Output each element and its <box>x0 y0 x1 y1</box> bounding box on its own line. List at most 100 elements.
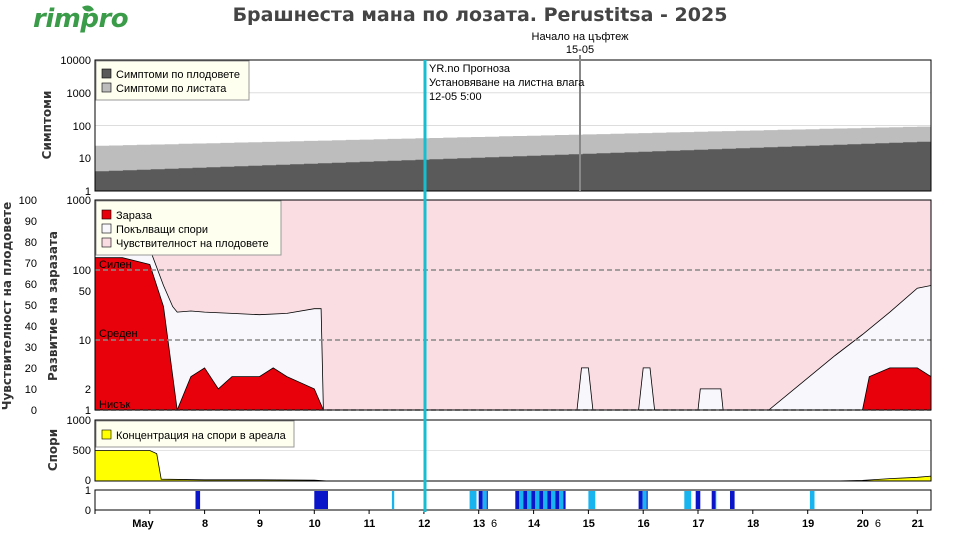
infection-left-tick: 10 <box>25 384 37 396</box>
x-axis-label: 16 <box>637 518 649 530</box>
leaf-wetness-bar <box>646 491 648 509</box>
rimpro-logo: rimpro <box>33 3 129 34</box>
forecast-datetime: 12-05 5:00 <box>429 91 482 103</box>
leaf-wetness-bar <box>195 491 201 509</box>
leaf-wetness-bar <box>543 491 548 509</box>
infection-right-tick: 2 <box>85 384 91 396</box>
symptoms-y-tick-1000: 1000 <box>67 88 91 100</box>
legend-fruit-symptoms: Симптоми по плодовете <box>116 69 240 81</box>
infection-left-tick: 80 <box>25 237 37 249</box>
leaf-wetness-bar <box>695 491 701 509</box>
x-axis-label: 8 <box>202 518 208 530</box>
symptoms-legend: Симптоми по плодовете Симптоми по листат… <box>95 60 250 101</box>
symptoms-y-tick-1: 1 <box>85 186 91 198</box>
wetness-y-tick-0: 0 <box>85 505 91 517</box>
leaf-wetness-bar <box>638 491 643 509</box>
leaf-wetness-bar <box>559 491 564 509</box>
x-axis-label: 17 <box>692 518 704 530</box>
logo-text: rimpro <box>33 4 129 34</box>
leaf-wetness-panel: 1 0 May 8 9 10 11 12 13 14 15 16 17 18 19 20 21 6 6 <box>85 485 932 530</box>
x-axis-hour-label: 6 <box>491 518 497 530</box>
legend-swatch-fruit-susceptibility <box>101 237 112 248</box>
leaf-wetness-bars <box>195 491 815 509</box>
x-axis-label: 13 <box>473 518 485 530</box>
leaf-wetness-bar <box>809 491 815 509</box>
legend-swatch-fruit-symptoms <box>101 68 112 79</box>
level-medium-label: Среден <box>99 328 138 340</box>
x-axis-label: 19 <box>802 518 814 530</box>
leaf-wetness-bar <box>478 491 483 509</box>
x-axis-label: 15 <box>583 518 595 530</box>
leaf-wetness-bar <box>551 491 556 509</box>
leaf-wetness-bar <box>515 491 520 509</box>
leaf-wetness-bar <box>563 491 566 509</box>
x-axis-hour-label: 6 <box>875 518 881 530</box>
bloom-start-date: 15-05 <box>566 44 594 56</box>
infection-left-tick: 20 <box>25 363 37 375</box>
forecast-leaf-wetness: Установяване на листна влага <box>429 77 585 89</box>
leaf-wetness-bar <box>486 491 488 509</box>
infection-right-tick: 1 <box>85 405 91 417</box>
legend-germinating-spores: Покълващи спори <box>116 224 208 236</box>
symptoms-fruit-area <box>95 141 931 191</box>
legend-fruit-susceptibility: Чувствителност на плодовете <box>116 238 269 250</box>
level-high-label: Силен <box>99 259 132 271</box>
symptoms-panel: 10000 1000 100 10 1 Симптоми Симптоми по… <box>40 55 932 198</box>
legend-leaf-symptoms: Симптоми по листата <box>116 83 227 95</box>
x-axis-label: 20 <box>857 518 869 530</box>
x-axis-label: 12 <box>418 518 430 530</box>
infection-right-tick: 50 <box>79 286 91 298</box>
legend-swatch-leaf-symptoms <box>101 82 112 93</box>
symptoms-y-tick-10000: 10000 <box>60 55 91 67</box>
spores-legend: Концентрация на спори в ареала <box>95 420 295 448</box>
bloom-start-title: Начало на цъфтеж <box>532 31 630 43</box>
infection-left-tick: 60 <box>25 279 37 291</box>
fruit-susceptibility-y-label: Чувствителност на плодовете <box>0 202 14 411</box>
symptoms-y-label: Симптоми <box>40 91 54 160</box>
infection-left-tick: 90 <box>25 216 37 228</box>
x-axis-label: 10 <box>309 518 321 530</box>
leaf-wetness-bar <box>711 491 716 509</box>
leaf-wetness-bar <box>715 491 717 509</box>
leaf-wetness-bar <box>523 491 528 509</box>
infection-left-tick: 100 <box>19 195 37 207</box>
spores-panel: 1000 500 0 Спори Концентрация на спори в… <box>46 415 932 487</box>
legend-infection: Зараза <box>116 210 153 222</box>
leaf-wetness-bar <box>391 491 395 509</box>
spores-y-tick-1000: 1000 <box>67 415 91 427</box>
infection-left-tick: 30 <box>25 342 37 354</box>
symptoms-y-tick-100: 100 <box>73 121 91 133</box>
infection-panel: Силен Среден Нисък 100908070605040302010… <box>0 195 932 417</box>
chart-title: Брашнеста мана по лозата. Perustitsa - 2… <box>232 4 728 26</box>
leaf-wetness-bar <box>642 491 647 509</box>
leaf-wetness-bar <box>555 491 560 509</box>
legend-swatch-spore-concentration <box>101 429 112 440</box>
leaf-wetness-bar <box>535 491 540 509</box>
symptoms-y-tick-10: 10 <box>79 153 91 165</box>
x-axis-label: 21 <box>912 518 924 530</box>
infection-right-ticks: 1000 100 50 10 2 1 <box>67 195 91 417</box>
infection-right-tick: 10 <box>79 335 91 347</box>
infection-left-tick: 0 <box>31 405 37 417</box>
infection-left-tick: 70 <box>25 258 37 270</box>
wetness-y-tick-1: 1 <box>85 485 91 497</box>
spores-y-tick-500: 500 <box>73 445 91 457</box>
x-axis-label: 11 <box>364 518 376 530</box>
x-axis-label: 18 <box>747 518 759 530</box>
leaf-wetness-bar <box>519 491 524 509</box>
leaf-wetness-bar <box>469 491 477 509</box>
leaf-wetness-bar <box>730 491 735 509</box>
leaf-wetness-bar <box>547 491 552 509</box>
spores-y-tick-0: 0 <box>85 475 91 487</box>
spores-y-label: Спори <box>46 429 60 471</box>
infection-right-tick: 100 <box>73 265 91 277</box>
legend-swatch-infection <box>101 209 112 220</box>
legend-spore-concentration: Концентрация на спори в ареала <box>116 430 287 442</box>
leaf-wetness-bar <box>482 491 487 509</box>
leaf-wetness-bar <box>527 491 532 509</box>
infection-left-tick: 40 <box>25 321 37 333</box>
infection-left-tick: 50 <box>25 300 37 312</box>
leaf-wetness-bar <box>539 491 544 509</box>
